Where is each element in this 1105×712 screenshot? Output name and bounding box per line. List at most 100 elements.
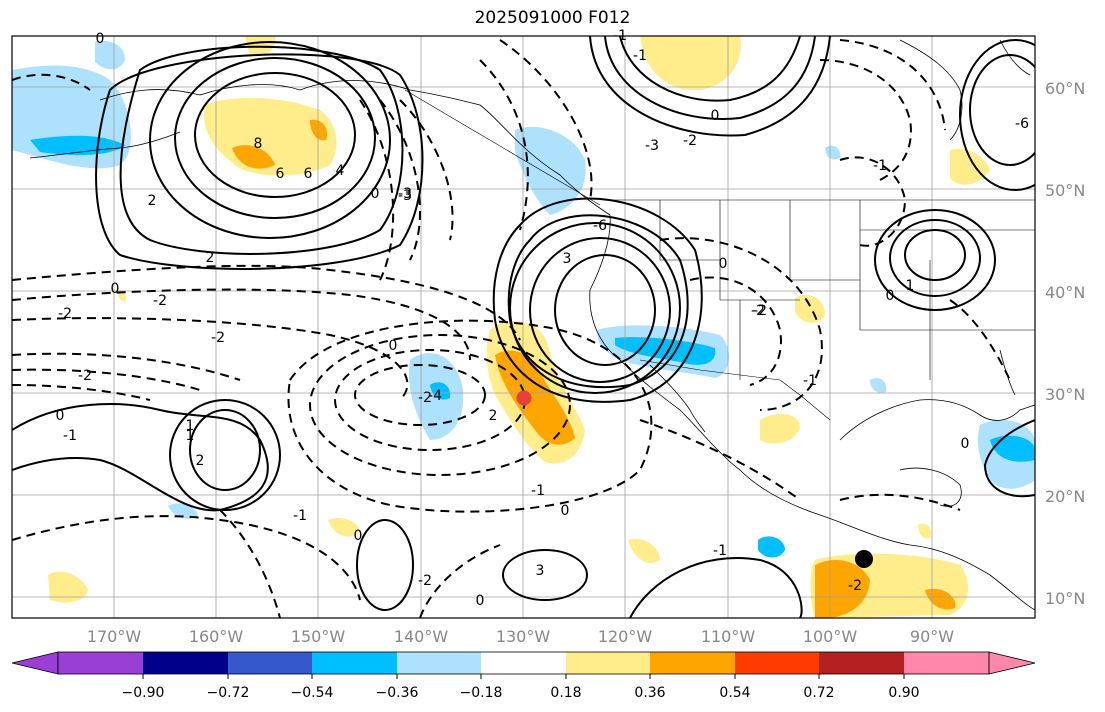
contour-label: 0 [476, 593, 485, 609]
low-gulfalaska-4 [479, 59, 529, 231]
contour-label: 4 [336, 163, 345, 179]
contour-label: -3 [398, 186, 412, 202]
low-pac-center-1 [354, 364, 486, 426]
colorbar-swatch [58, 652, 143, 674]
low-us-3 [839, 156, 907, 247]
colorbar-swatch [904, 652, 989, 674]
high-cal-1 [554, 254, 656, 366]
low-pac-4 [12, 352, 241, 381]
contours-positive [12, 36, 1035, 618]
shade-pos-bering-core [232, 145, 275, 169]
contour-label: -2 [58, 306, 72, 322]
lat-label: 50°N [1045, 181, 1085, 200]
colorbar-label: −0.54 [291, 685, 334, 701]
contour-label: 3 [536, 563, 545, 579]
high-bering-4 [119, 45, 404, 255]
contour-label: 6 [304, 166, 313, 182]
contour-label: -2 [153, 293, 167, 309]
shade-neg-topleft [95, 40, 125, 70]
lon-label: 100°W [803, 627, 858, 646]
shade-pos-tropic-core2 [925, 588, 956, 610]
black-dot-marker [855, 550, 873, 568]
contour-label: 3 [563, 251, 572, 267]
lon-label: 130°W [496, 627, 551, 646]
shade-neg-small3 [825, 145, 841, 160]
border-state-2 [719, 200, 800, 301]
lon-label: 110°W [701, 627, 756, 646]
contour-label: 2 [196, 453, 205, 469]
low-alaska-top [12, 73, 91, 91]
colorbar-label: 0.90 [888, 685, 919, 701]
shade-pos-baja [760, 413, 800, 444]
anomaly-shading [12, 36, 1035, 618]
contour-label: 0 [886, 288, 895, 304]
contour-label: -6 [1015, 116, 1029, 132]
contour-label: 2 [148, 193, 157, 209]
border-state-4 [859, 200, 930, 331]
coast-alaska [99, 80, 611, 216]
high-cal-4 [507, 214, 689, 389]
low-gulfalaska-5 [499, 39, 593, 201]
contour-label: -1 [293, 508, 307, 524]
colorbar-swatch [566, 652, 650, 674]
colorbar-frame [57, 651, 990, 675]
high-trop-1 [502, 549, 588, 601]
contour-label: 0 [371, 186, 380, 202]
shade-pos-topcenter [640, 36, 741, 91]
colorbar-label: 0.54 [719, 685, 750, 701]
high-trop-2 [356, 519, 414, 611]
contour-label: -2 [683, 133, 697, 149]
low-us-2 [659, 237, 823, 411]
contour-label: 0 [711, 108, 720, 124]
high-bering-1 [194, 72, 356, 198]
low-gulfalaska-1 [399, 99, 454, 241]
contour-zero-gulf [983, 419, 1035, 498]
contour-label: 2 [489, 408, 498, 424]
coast-labrador [999, 39, 1031, 76]
lat-label: 30°N [1045, 385, 1085, 404]
shade-pos-small5 [918, 523, 931, 539]
colorbar-swatch [143, 652, 228, 674]
low-trop-4 [419, 544, 501, 618]
contour-label: -2 [211, 330, 225, 346]
coast-yucatan [899, 467, 962, 507]
colorbar-extend-right [988, 651, 1036, 675]
shade-neg-socal-core [615, 337, 716, 365]
border-us-mexico [639, 359, 831, 421]
colorbar-swatch [735, 652, 819, 674]
colorbar-swatch [397, 652, 481, 674]
high-top-3 [589, 36, 831, 137]
shade-pos-midwest [795, 294, 825, 323]
high-cal-3 [509, 222, 681, 394]
contour-label: 1 [186, 418, 195, 434]
coast-baja [649, 364, 706, 433]
lon-label: 150°W [291, 627, 346, 646]
low-canada-2 [839, 39, 946, 131]
shade-pos-small2 [48, 571, 88, 603]
lon-label: 90°W [910, 627, 954, 646]
high-bering-5 [95, 53, 424, 270]
high-bering-2 [174, 57, 376, 219]
contour-label: 0 [389, 338, 398, 354]
contour-label: -3 [645, 138, 659, 154]
high-lakes-3 [874, 209, 996, 311]
border-state-1 [659, 200, 720, 261]
contour-label: -1 [713, 543, 727, 559]
contour-label: -1 [873, 158, 887, 174]
shade-neg-aleutian-core [30, 135, 125, 156]
lat-label: 20°N [1045, 487, 1085, 506]
low-atlantic [949, 299, 1011, 381]
colorbar-label: 0.36 [634, 685, 665, 701]
high-top-1 [619, 36, 801, 102]
colorbar-swatch [481, 652, 566, 674]
lat-tick-labels: 10°N 20°N 30°N 40°N 50°N 60°N [1045, 79, 1085, 608]
contour-label: -2 [848, 578, 862, 594]
shade-pos-subtropic-core [495, 350, 575, 445]
contour-label: -2 [418, 390, 432, 406]
coast-hudson [899, 39, 963, 141]
high-cal-5 [492, 197, 703, 403]
contour-label: -2 [753, 303, 767, 319]
contour-label: 0 [561, 503, 570, 519]
lon-label: 140°W [394, 627, 449, 646]
